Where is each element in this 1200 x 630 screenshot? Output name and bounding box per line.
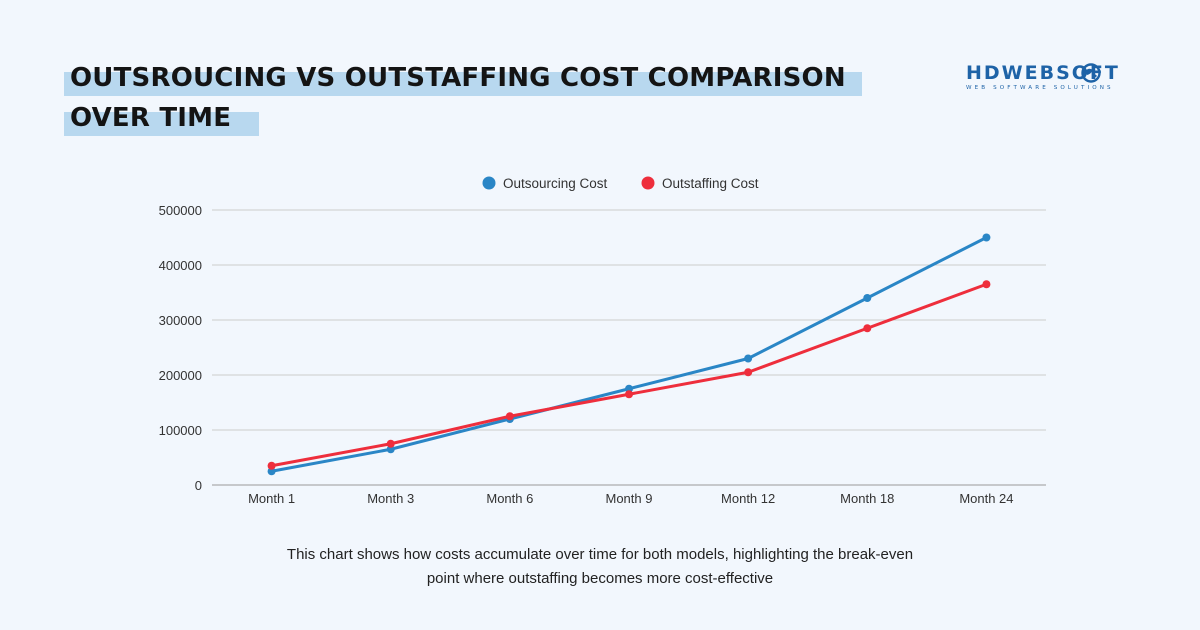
y-tick-label: 200000 [159,368,202,383]
x-tick-label: Month 18 [840,491,894,506]
legend-marker-outstaffing-cost [641,176,655,190]
data-point-outstaffing-cost [744,368,753,377]
title-line-2: OVER TIME [64,98,260,138]
x-axis-ticks: Month 1 Month 3 Month 6 Month 9 Month 12 Mont… [248,491,1013,506]
caption-line-1: This chart shows how costs accumulate ov… [286,546,914,563]
data-point-outsourcing-cost [267,467,276,476]
page-title: OUTSROUCING VS OUTSTAFFING COST COMPARIS… [70,63,846,93]
legend-marker-outsourcing-cost [482,176,496,190]
y-tick-label: 0 [195,478,202,493]
series-line-outsourcing-cost [270,236,988,473]
data-point-outstaffing-cost [505,412,514,421]
x-tick-label: Month 1 [248,491,295,506]
x-tick-label: Month 3 [367,491,414,506]
logo-wordmark: HDWEBSOFT [966,62,1120,84]
data-point-outsourcing-cost [744,354,753,363]
data-point-outsourcing-cost [625,384,633,393]
y-tick-label: 400000 [159,258,202,273]
data-point-outstaffing-cost [863,324,872,333]
y-axis-ticks: 0 100000 200000 300000 400000 500000 [159,203,202,493]
chart-grid [212,209,1046,486]
x-tick-label: Month 9 [606,491,653,506]
chart-legend: Outsourcing Cost Outstaffing Cost [482,176,759,191]
data-point-outstaffing-cost [625,390,633,399]
caption-line-2: point where outstaffing becomes more cos… [426,570,774,587]
x-tick-label: Month 12 [721,491,775,506]
title-block: OUTSROUCING VS OUTSTAFFING COST COMPARIS… [64,58,862,138]
x-tick-label: Month 6 [486,491,533,506]
x-tick-label: Month 24 [959,491,1013,506]
page-title-continued: OVER TIME [70,103,232,133]
y-tick-label: 300000 [159,313,202,328]
data-point-outstaffing-cost [267,461,276,470]
data-point-outstaffing-cost [982,280,991,289]
globe-icon [1081,63,1101,83]
data-point-outsourcing-cost [386,445,395,454]
logo-tagline: WEB SOFTWARE SOLUTIONS [966,85,1114,91]
legend-label-outstaffing-cost: Outstaffing Cost [662,176,759,191]
data-point-outstaffing-cost [386,439,395,448]
title-highlight-1 [64,72,862,96]
title-highlight-2 [64,112,260,136]
data-point-outsourcing-cost [982,233,991,242]
title-line-1: OUTSROUCING VS OUTSTAFFING COST COMPARIS… [64,58,862,98]
y-tick-label: 100000 [159,423,202,438]
legend-label-outsourcing-cost: Outsourcing Cost [503,176,608,191]
data-point-outsourcing-cost [863,294,872,302]
y-tick-label: 500000 [159,203,202,218]
chart-caption: This chart shows how costs accumulate ov… [200,543,1000,591]
brand-logo: HDWEBSOFT WEB SOFTWARE SOLUTIONS [966,62,1138,98]
chart-series [267,233,991,476]
